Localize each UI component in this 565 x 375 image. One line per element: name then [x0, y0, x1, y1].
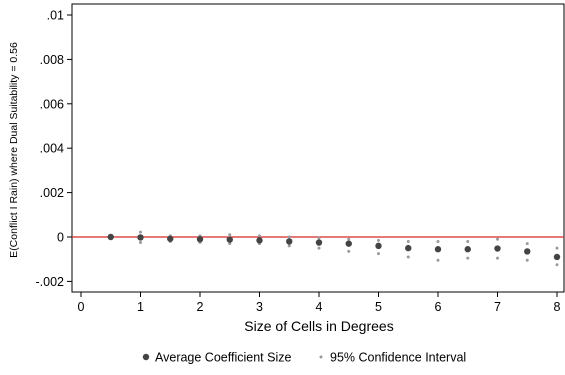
coefficient-point	[226, 236, 233, 243]
coefficient-point	[256, 237, 263, 244]
coefficient-point	[107, 233, 114, 241]
ci-lower-point	[287, 244, 291, 248]
legend-marker-confidence-interval	[319, 355, 323, 359]
y-tick-label: .006	[40, 97, 64, 111]
coefficient-point	[553, 253, 561, 261]
ci-upper-point	[466, 239, 470, 243]
x-tick-label: 7	[494, 300, 501, 314]
legend-marker-coefficient	[142, 353, 150, 361]
y-tick-label: -.002	[36, 275, 65, 289]
x-tick-label: 8	[554, 300, 561, 314]
ci-lower-point	[436, 258, 440, 262]
ci-lower-point	[466, 256, 470, 260]
coefficient-point	[524, 248, 531, 255]
x-tick-label: 1	[137, 300, 144, 314]
x-tick-label: 6	[435, 300, 442, 314]
ci-upper-point	[436, 239, 440, 243]
ci-upper-point	[555, 246, 559, 250]
ci-upper-point	[525, 242, 529, 246]
y-tick-label: .002	[40, 186, 64, 200]
legend-label-coefficient: Average Coefficient Size	[155, 351, 291, 365]
confidence-interval-points	[109, 230, 559, 267]
ci-upper-point	[406, 239, 410, 243]
ci-lower-point	[317, 246, 321, 250]
coefficient-point	[345, 240, 352, 247]
ci-upper-point	[139, 230, 142, 234]
coefficient-point	[375, 242, 382, 250]
ci-lower-point	[377, 252, 380, 256]
coefficient-point	[286, 238, 293, 245]
coefficient-point	[196, 236, 204, 243]
y-tick-label: .004	[40, 142, 64, 156]
coefficient-point	[434, 246, 442, 253]
ci-lower-point	[139, 241, 142, 245]
coefficient-points	[107, 233, 561, 261]
coefficient-point	[137, 234, 144, 241]
legend: Average Coefficient Size 95% Confidence …	[142, 351, 466, 365]
x-tick-label: 3	[256, 300, 263, 314]
axes: -.002 0 .002 .004 .006 .008 .01 0 1 2 3 4 5 6 7 8	[36, 3, 565, 314]
y-tick-label: 0	[57, 231, 64, 245]
y-tick-label: .008	[40, 53, 64, 67]
ci-upper-point	[347, 237, 351, 241]
coefficient-point	[405, 244, 412, 252]
coefficient-point	[464, 246, 471, 253]
ci-upper-point	[287, 235, 291, 239]
ci-lower-point	[496, 256, 499, 260]
ci-upper-point	[496, 237, 499, 241]
ci-upper-point	[317, 236, 321, 240]
legend-label-confidence-interval: 95% Confidence Interval	[330, 351, 466, 365]
x-tick-label: 0	[78, 300, 85, 314]
ci-lower-point	[525, 258, 529, 262]
ci-upper-point	[258, 234, 261, 238]
coefficient-point	[315, 239, 323, 246]
x-tick-label: 2	[197, 300, 204, 314]
coefficient-point	[167, 235, 174, 242]
x-tick-label: 5	[375, 300, 382, 314]
y-axis-label: E(Conflict I Rain) where Dual Suitabilit…	[8, 42, 20, 258]
x-tick-label: 4	[316, 300, 323, 314]
y-tick-label: .01	[47, 9, 64, 23]
ci-upper-point	[377, 238, 380, 242]
ci-lower-point	[406, 255, 410, 259]
coefficient-point	[494, 245, 501, 252]
ci-lower-point	[228, 242, 232, 246]
ci-lower-point	[347, 249, 351, 253]
ci-upper-point	[228, 233, 232, 237]
ci-lower-point	[555, 263, 559, 267]
x-axis-label: Size of Cells in Degrees	[244, 318, 393, 334]
